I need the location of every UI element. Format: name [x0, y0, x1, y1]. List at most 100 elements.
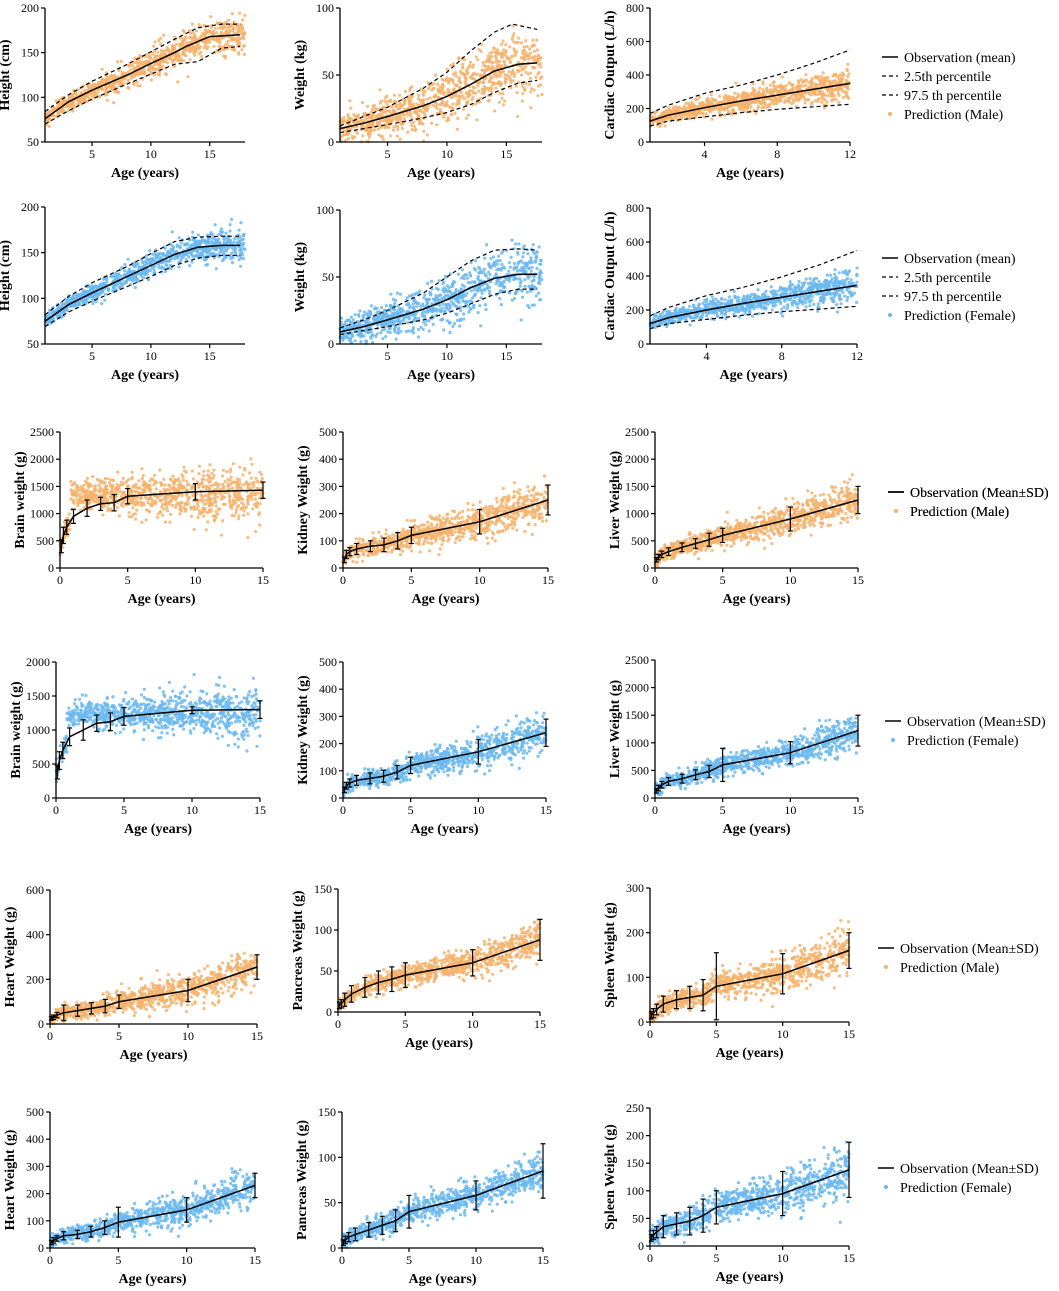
prediction-point [237, 52, 241, 56]
prediction-point [451, 81, 455, 85]
prediction-point [463, 72, 467, 76]
prediction-point [510, 238, 514, 242]
prediction-point [105, 98, 109, 102]
prediction-point [523, 284, 527, 288]
prediction-point [381, 337, 385, 341]
prediction-point [399, 114, 403, 118]
prediction-point [395, 134, 399, 138]
prediction-point [530, 45, 534, 49]
prediction-point [169, 267, 173, 271]
prediction-point [469, 289, 474, 293]
prediction-point [219, 248, 223, 252]
prediction-point [500, 96, 504, 100]
prediction-point [723, 106, 728, 110]
prediction-point [477, 89, 481, 93]
x-axis-label: Age (years) [111, 368, 179, 383]
prediction-point [372, 103, 376, 107]
prediction-point [426, 106, 430, 110]
prediction-point [459, 308, 463, 313]
prediction-point [149, 78, 153, 82]
prediction-point [161, 251, 165, 256]
prediction-point [536, 56, 540, 60]
prediction-point [479, 73, 483, 77]
prediction-point [225, 241, 229, 245]
prediction-point [488, 86, 493, 90]
prediction-point [163, 270, 167, 274]
prediction-point [223, 54, 228, 59]
prediction-point [360, 100, 365, 105]
prediction-point [241, 241, 246, 246]
prediction-point [524, 81, 529, 85]
prediction-point [163, 60, 168, 64]
prediction-point [493, 73, 497, 77]
prediction-point [199, 241, 203, 245]
prediction-point [499, 64, 503, 68]
prediction-point [151, 52, 155, 56]
prediction-point [369, 335, 373, 339]
prediction-point [141, 60, 145, 64]
prediction-point [390, 322, 394, 326]
y-tick-label: 800 [626, 1, 644, 15]
prediction-point [453, 71, 458, 75]
prediction-point [196, 233, 200, 237]
prediction-point [829, 94, 834, 98]
prediction-point [818, 90, 822, 94]
prediction-point [400, 122, 404, 126]
prediction-point [388, 304, 392, 308]
prediction-point [454, 312, 458, 316]
prediction-point [238, 26, 243, 30]
prediction-point [71, 297, 75, 301]
prediction-point [224, 231, 228, 235]
prediction-point [748, 94, 753, 98]
prediction-point [163, 48, 167, 53]
prediction-point [425, 303, 429, 307]
prediction-point [461, 65, 465, 70]
prediction-point [738, 107, 742, 111]
prediction-point [181, 40, 185, 44]
prediction-point [839, 302, 843, 306]
prediction-point [767, 97, 771, 101]
prediction-point [199, 50, 203, 54]
prediction-point [509, 80, 513, 84]
prediction-point [470, 76, 474, 80]
prediction-point [442, 280, 446, 284]
prediction-point [483, 70, 487, 74]
prediction-point [240, 48, 244, 52]
x-axis-label: Age (years) [111, 166, 179, 181]
prediction-point [153, 62, 157, 66]
prediction-point [426, 281, 430, 285]
prediction-point [84, 289, 88, 293]
prediction-point [791, 88, 795, 92]
y-axis-label: Weight (kg) [293, 241, 308, 312]
prediction-point [412, 314, 416, 318]
prediction-point [411, 326, 415, 330]
prediction-point [437, 279, 441, 283]
prediction-point [236, 43, 240, 47]
prediction-point [797, 279, 801, 284]
prediction-point [47, 124, 51, 128]
prediction-point [221, 230, 225, 234]
prediction-point [230, 47, 234, 52]
prediction-point [846, 62, 850, 66]
prediction-point [59, 301, 64, 305]
prediction-point [170, 230, 174, 234]
prediction-point [171, 248, 175, 253]
prediction-point [521, 56, 525, 60]
prediction-point [524, 261, 529, 265]
prediction-point [157, 73, 162, 77]
prediction-point [232, 27, 236, 31]
prediction-point [402, 113, 406, 117]
prediction-point [161, 50, 165, 54]
prediction-point [242, 247, 246, 251]
prediction-point [177, 55, 181, 59]
prediction-point [796, 306, 800, 310]
y-axis-label: Weight (kg) [293, 39, 308, 110]
prediction-point [159, 52, 163, 56]
prediction-point [362, 334, 366, 338]
prediction-point [407, 94, 411, 98]
prediction-point [787, 100, 792, 104]
prediction-point [777, 97, 781, 101]
prediction-point [183, 243, 187, 247]
prediction-point [422, 320, 426, 324]
